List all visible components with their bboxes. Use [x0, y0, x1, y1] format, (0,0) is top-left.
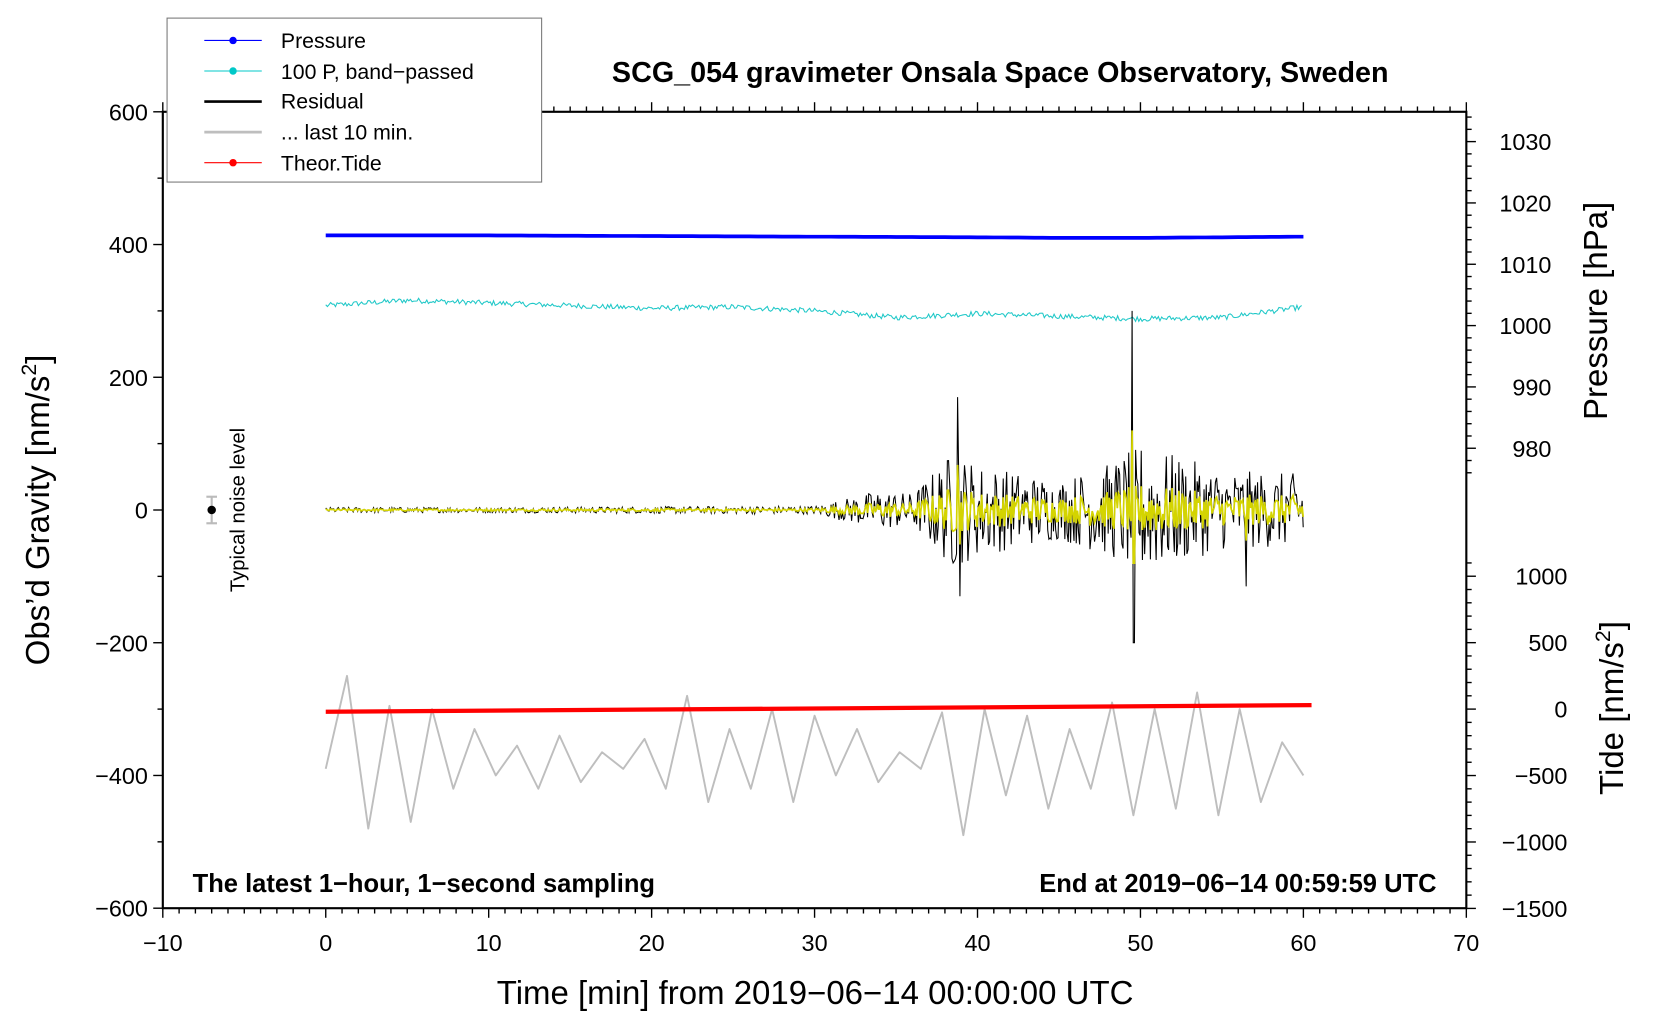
tide-axis-label: Tide [nm/s2]: [1591, 621, 1630, 795]
end-time-note: End at 2019−06−14 00:59:59 UTC: [1039, 870, 1436, 898]
legend-label-bandpassed: 100 P, band−passed: [281, 60, 474, 84]
tide-tick-label: −500: [1515, 763, 1568, 789]
legend-label-residual: Residual: [281, 90, 364, 114]
tide-tick-label: −1000: [1502, 829, 1568, 855]
legend-box: [166, 17, 543, 183]
tide-tick-label: 0: [1554, 697, 1567, 723]
y-axis-label-left: Obs’d Gravity [nm/s2]: [17, 355, 56, 666]
legend-marker: [229, 36, 237, 45]
y-tick-label: 0: [135, 498, 148, 524]
axes: −10 0 10 20 30 40 50 60 70−600−400−2000200400600…: [95, 99, 1567, 955]
y-tick-label: −400: [95, 763, 148, 789]
theoretical-tide-line: [325, 702, 1312, 714]
pressure-line: [325, 233, 1304, 240]
pressure-axis-label: Pressure [hPa]: [1577, 202, 1614, 420]
x-axis-label: Time [min] from 2019−06−14 00:00:00 UTC: [497, 974, 1134, 1011]
bandpassed-pressure-line: [325, 297, 1302, 323]
chart-title: SCG_054 gravimeter Onsala Space Observat…: [612, 57, 1389, 89]
x-tick-label: 10: [476, 930, 502, 956]
plot-area: [206, 233, 1312, 837]
tide-tick-label: 1000: [1515, 564, 1567, 590]
x-tick-label: 50: [1127, 930, 1153, 956]
pressure-tick-label: 1030: [1499, 129, 1551, 155]
pressure-tick-label: 1000: [1499, 313, 1551, 339]
pressure-tick-label: 1020: [1499, 190, 1551, 216]
y-tick-label: 200: [109, 365, 148, 391]
y-tick-label: 600: [109, 99, 148, 125]
legend-label-pressure: Pressure: [281, 29, 366, 53]
last-10-min-line: [324, 674, 1305, 837]
tide-tick-label: −1500: [1502, 896, 1568, 922]
legend-marker: [229, 158, 237, 167]
pressure-tick-label: 1010: [1499, 252, 1551, 278]
legend-label-tide: Theor.Tide: [281, 151, 382, 175]
noise-level-label: Typical noise level: [228, 428, 250, 592]
sampling-note: The latest 1−hour, 1−second sampling: [193, 870, 655, 898]
legend-label-last10: ... last 10 min.: [281, 120, 413, 144]
y-tick-label: 400: [109, 232, 148, 258]
tide-tick-label: 500: [1528, 630, 1567, 656]
y-tick-label: −200: [95, 630, 148, 656]
x-tick-label: 0: [319, 930, 332, 956]
x-tick-label: 70: [1453, 930, 1479, 956]
y-tick-label: −600: [95, 896, 148, 922]
noise-point: [207, 505, 216, 515]
legend-marker: [229, 67, 237, 75]
x-tick-label: 60: [1290, 930, 1316, 956]
x-tick-label: 20: [639, 930, 665, 956]
residual-line: [325, 310, 1304, 644]
filtered-residual-line: [325, 430, 1305, 564]
pressure-tick-label: 990: [1512, 374, 1551, 400]
pressure-tick-label: 980: [1512, 436, 1551, 462]
x-tick-label: 40: [964, 930, 990, 956]
legend: Pressure 100 P, band−passed Residual ...…: [166, 17, 543, 183]
x-tick-label: 30: [802, 930, 828, 956]
x-tick-label: −10: [143, 930, 183, 956]
